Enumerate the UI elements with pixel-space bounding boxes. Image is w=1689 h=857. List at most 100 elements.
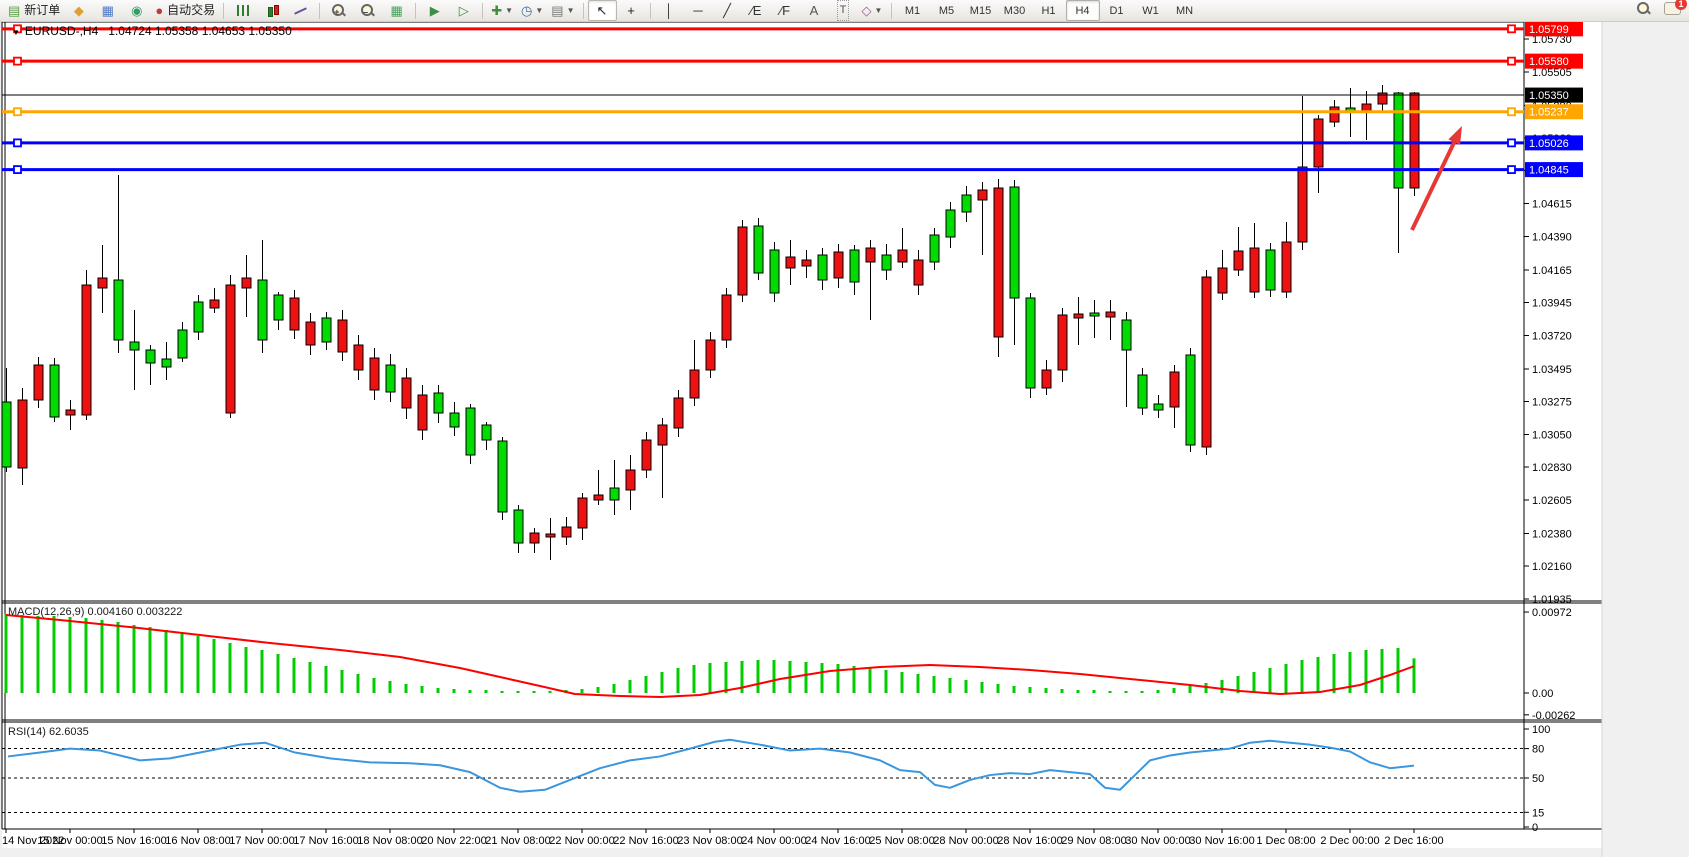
chart-menu-triangle-icon[interactable]: ▼: [12, 28, 20, 37]
candle-bullish: [609, 487, 620, 501]
time-tick-label: 15 Nov 16:00: [101, 835, 166, 847]
candle-bearish: [337, 319, 348, 353]
candle-bearish: [305, 321, 316, 346]
candle-bearish: [577, 497, 588, 529]
trend-arrow-head[interactable]: [1448, 126, 1462, 146]
templates-button[interactable]: ▤ ▼: [547, 0, 578, 21]
candle-bullish: [161, 358, 172, 368]
price-tick-label: 1.04390: [1532, 232, 1572, 244]
candle-bullish: [49, 364, 60, 418]
line-anchor-handle[interactable]: [13, 56, 22, 66]
candle-bearish: [737, 226, 748, 296]
line-anchor-handle[interactable]: [1507, 165, 1516, 174]
indicators-button[interactable]: ✚ ▼: [487, 0, 517, 21]
line-anchor-handle[interactable]: [13, 138, 22, 148]
time-tick-label: 22 Nov 00:00: [549, 835, 614, 847]
timeframe-d1-button[interactable]: D1: [1109, 4, 1124, 17]
candle-bearish: [241, 277, 252, 289]
fibonacci-button[interactable]: ∕F: [771, 0, 800, 21]
bar-chart-button[interactable]: [228, 0, 257, 21]
autotrading-button[interactable]: ● 自动交易: [151, 0, 219, 21]
chart-symbol-period: EURUSD-,H4: [24, 24, 99, 38]
time-tick-label: 18 Nov 08:00: [357, 835, 422, 847]
zoom-out-button[interactable]: –: [353, 0, 382, 21]
candle-bearish: [33, 364, 44, 401]
candle-bearish: [1169, 371, 1180, 408]
signals-button[interactable]: ◉: [122, 0, 151, 21]
market-watch-button[interactable]: ◆: [64, 0, 93, 21]
fibonacci-icon: ∕F: [779, 3, 791, 18]
price-tick-label: 1.03495: [1532, 364, 1572, 376]
search-icon[interactable]: [1637, 2, 1650, 15]
indicators-icon: ✚: [491, 3, 503, 18]
time-tick-label: 16 Nov 08:00: [165, 835, 230, 847]
arrows-button[interactable]: ◇ ▼: [858, 0, 887, 21]
navigator-button[interactable]: ▦: [93, 0, 122, 21]
arrows-icon: ◇: [861, 3, 872, 18]
trendline-button[interactable]: ╱: [713, 0, 742, 21]
candle-bullish: [849, 249, 860, 283]
timeframe-m1-button[interactable]: M1: [904, 4, 921, 17]
time-tick-label: 1 Dec 08:00: [1256, 835, 1315, 847]
timeframe-w1-button[interactable]: W1: [1142, 4, 1159, 17]
candle-bullish: [449, 412, 460, 428]
tile-windows-icon: ▦: [390, 3, 403, 18]
notifications-icon[interactable]: 1: [1664, 0, 1687, 15]
candle-bullish: [1089, 312, 1100, 317]
timeframe-m30-button[interactable]: M30: [1003, 4, 1026, 17]
candle-bearish: [97, 277, 108, 289]
autotrading-button-label: 自动交易: [167, 3, 216, 17]
timeframe-h4-button[interactable]: H4: [1065, 0, 1100, 21]
trend-arrow-object[interactable]: [1410, 141, 1457, 231]
line-anchor-handle[interactable]: [1507, 138, 1516, 148]
timeframe-h1-button[interactable]: H1: [1041, 4, 1056, 17]
text-label-button[interactable]: T: [829, 0, 858, 21]
equidistant-channel-icon: ∕E: [750, 3, 762, 18]
market-watch-icon: ◆: [73, 3, 84, 18]
text-button[interactable]: A: [800, 0, 829, 21]
line-chart-button[interactable]: [286, 0, 315, 21]
chevron-down-icon[interactable]: ▼: [566, 6, 575, 15]
time-tick-label: 23 Nov 08:00: [677, 835, 742, 847]
line-anchor-handle[interactable]: [13, 107, 22, 117]
auto-scroll-button[interactable]: ▶: [420, 0, 449, 21]
cursor-button[interactable]: ↖: [587, 0, 617, 21]
chart-title: ▼ EURUSD-,H4 1.04724 1.05358 1.04653 1.053…: [12, 24, 292, 38]
crosshair-button[interactable]: +: [617, 0, 646, 21]
candle-bearish: [833, 251, 844, 279]
zoom-in-button[interactable]: +: [324, 0, 353, 21]
price-line-label-text: 1.05350: [1529, 90, 1569, 102]
candlestick-chart-button[interactable]: [257, 0, 286, 21]
new-order-button[interactable]: ▤ 新订单: [4, 0, 64, 21]
equidistant-channel-button[interactable]: ∕E: [742, 0, 771, 21]
price-line-label: [1525, 21, 1583, 37]
line-anchor-handle[interactable]: [13, 165, 22, 174]
cursor-icon: ↖: [596, 3, 608, 18]
candle-bearish: [1297, 166, 1308, 243]
candle-bearish: [417, 394, 428, 431]
chart-background[interactable]: [2, 22, 1602, 848]
chart-shift-button[interactable]: ▷: [449, 0, 478, 21]
chevron-down-icon[interactable]: ▼: [874, 6, 883, 15]
timeframe-m5-button[interactable]: M5: [938, 4, 955, 17]
timeframe-m15-button[interactable]: M15: [969, 4, 992, 17]
candle-bullish: [1137, 374, 1148, 409]
timeframe-mn-button[interactable]: MN: [1175, 4, 1194, 17]
horizontal-line-button[interactable]: ─: [684, 0, 713, 21]
line-anchor-handle[interactable]: [13, 24, 22, 34]
vertical-line-button[interactable]: │: [655, 0, 684, 21]
chevron-down-icon[interactable]: ▼: [535, 6, 544, 15]
line-anchor-handle[interactable]: [1507, 56, 1516, 66]
candle-bearish: [913, 259, 924, 286]
candle-bullish: [273, 294, 284, 321]
chevron-down-icon[interactable]: ▼: [505, 6, 514, 15]
line-anchor-handle[interactable]: [1507, 24, 1516, 34]
line-anchor-handle[interactable]: [1507, 107, 1516, 117]
price-line-label: [1525, 87, 1583, 103]
tile-windows-button[interactable]: ▦: [382, 0, 411, 21]
candle-bearish: [657, 424, 668, 446]
navigator-icon: ▦: [101, 3, 114, 18]
periods-button[interactable]: ◷ ▼: [517, 0, 547, 21]
